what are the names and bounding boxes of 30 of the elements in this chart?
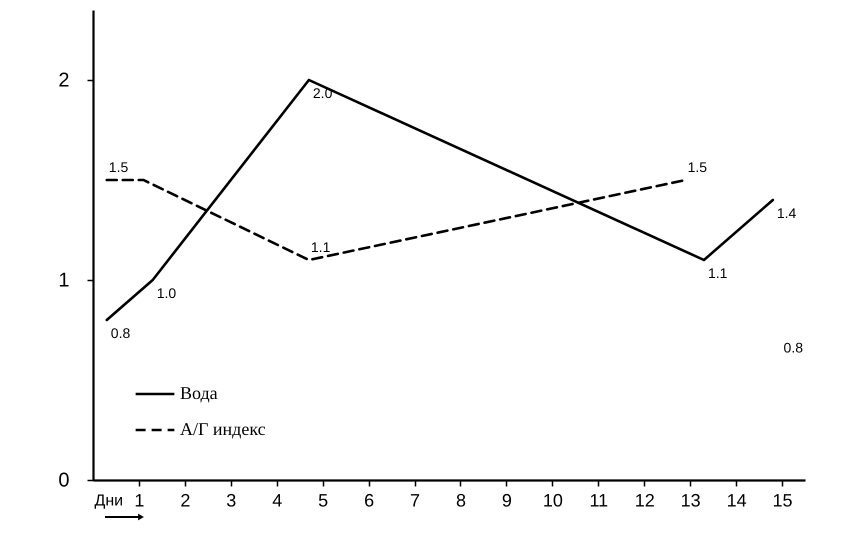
legend-label: Вода [180,383,218,403]
x-tick-label: 1 [134,490,144,510]
data-label: 0.8 [110,325,130,341]
x-tick-label: 3 [226,490,236,510]
legend-label: А/Г индекс [180,419,266,439]
x-tick-label: 10 [542,490,563,510]
x-axis-title: Дни [94,492,124,510]
x-tick-label: 8 [456,490,466,510]
data-label: 1.5 [108,159,128,175]
data-label: 1.5 [688,159,708,175]
data-label: 1.1 [310,239,331,255]
data-label: 1.4 [776,205,797,221]
x-tick-label: 13 [680,490,701,510]
x-tick-label: 12 [634,490,655,510]
x-tick-label: 15 [772,490,793,510]
y-tick-label: 0 [58,470,70,492]
x-tick-label: 6 [364,490,374,510]
x-tick-label: 2 [180,490,190,510]
line-series [105,78,774,322]
data-label: 1.1 [708,265,728,281]
y-tick-label: 2 [58,70,70,92]
y-tick-label: 1 [58,270,70,292]
x-tick-label: 4 [272,490,282,510]
x-tick-label: 5 [318,490,328,510]
x-tick-label: 9 [502,490,512,510]
x-tick-label: 7 [410,490,420,510]
data-label: 1.0 [156,285,176,301]
x-tick-label: 14 [726,490,747,510]
x-tick-label: 11 [589,490,608,510]
annotation: 0.8 [784,339,804,356]
